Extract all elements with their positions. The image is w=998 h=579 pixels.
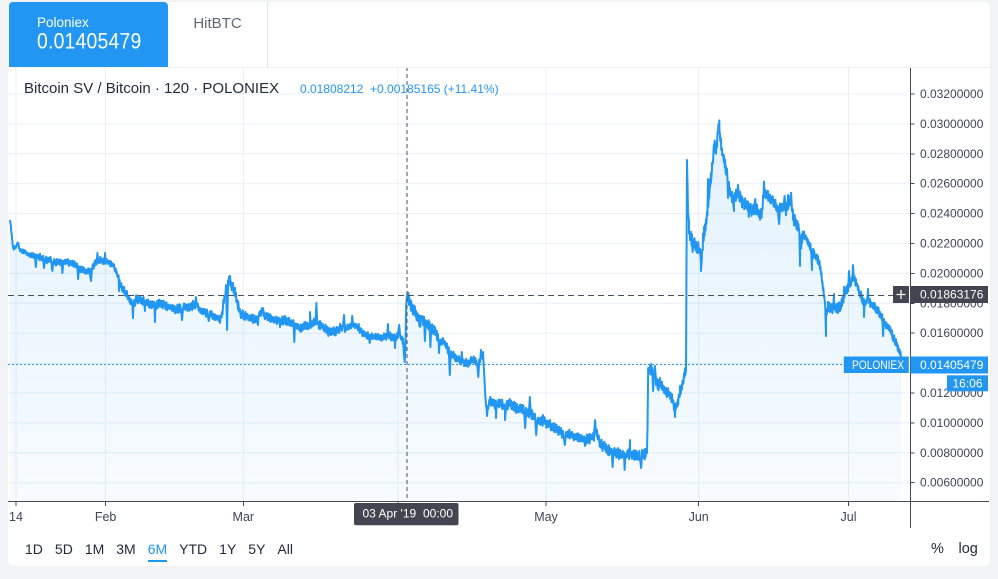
svg-text:0.01863176: 0.01863176: [920, 288, 984, 302]
svg-text:0.03000000: 0.03000000: [920, 117, 984, 131]
svg-text:May: May: [534, 510, 558, 524]
svg-text:0.02600000: 0.02600000: [920, 177, 984, 191]
svg-text:Mar: Mar: [233, 510, 255, 524]
svg-text:03 Apr '19: 03 Apr '19: [363, 507, 417, 521]
svg-text:Feb: Feb: [95, 510, 117, 524]
svg-text:0.01600000: 0.01600000: [920, 326, 984, 340]
svg-text:0.01405479: 0.01405479: [920, 358, 984, 372]
svg-text:14: 14: [9, 510, 23, 524]
svg-text:0.00800000: 0.00800000: [920, 446, 984, 460]
svg-text:0.02800000: 0.02800000: [920, 147, 984, 161]
svg-text:0.02000000: 0.02000000: [920, 266, 984, 280]
svg-text:POLONIEX: POLONIEX: [852, 358, 904, 372]
svg-text:Jul: Jul: [841, 510, 857, 524]
svg-text:0.00600000: 0.00600000: [920, 476, 984, 490]
svg-text:0.03200000: 0.03200000: [920, 87, 984, 101]
svg-text:0.02400000: 0.02400000: [920, 207, 984, 221]
svg-text:Jun: Jun: [689, 510, 709, 524]
svg-text:0.01000000: 0.01000000: [920, 416, 984, 430]
svg-text:00:00: 00:00: [423, 507, 453, 521]
svg-text:0.02200000: 0.02200000: [920, 237, 984, 251]
svg-text:16:06: 16:06: [952, 376, 982, 390]
